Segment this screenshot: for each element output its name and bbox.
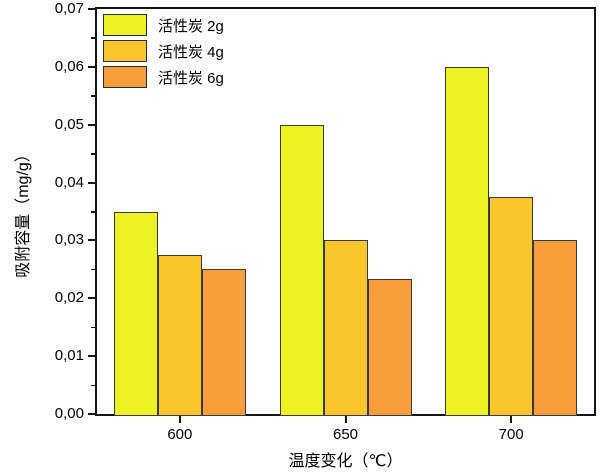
- x-major-tick: [344, 416, 347, 423]
- bar-series2-600: [157, 254, 202, 416]
- y-tick-label: 0,01: [54, 347, 84, 365]
- bar-series3-650: [367, 279, 412, 416]
- legend-label-series3: 活性炭 6g: [158, 69, 224, 87]
- y-tick-label: 0,06: [54, 57, 84, 75]
- y-minor-tick: [91, 153, 95, 155]
- legend-item-series3: 活性炭 6g: [103, 65, 224, 89]
- y-axis-title: 吸附容量（mg/g）: [15, 146, 32, 278]
- bar-series1-700: [445, 66, 490, 416]
- y-minor-tick: [91, 326, 95, 329]
- y-major-tick: [88, 8, 95, 10]
- y-tick-label: 0,03: [54, 231, 84, 249]
- y-minor-tick: [91, 37, 95, 39]
- legend-item-series1: 活性炭 2g: [103, 13, 224, 37]
- bar-series2-650: [323, 240, 368, 416]
- legend-item-series2: 活性炭 4g: [103, 39, 224, 63]
- bar-series3-600: [201, 269, 246, 416]
- bar-series2-700: [489, 197, 534, 416]
- y-major-tick: [88, 65, 95, 68]
- y-major-tick: [88, 239, 95, 242]
- x-axis-title: 温度变化（℃）: [288, 453, 403, 470]
- legend-swatch-series2: [103, 40, 147, 62]
- y-tick-label: 0,05: [54, 115, 84, 133]
- y-minor-tick: [91, 268, 95, 271]
- y-major-tick: [88, 123, 95, 126]
- y-major-tick: [88, 181, 95, 184]
- x-major-tick: [178, 416, 181, 423]
- legend-swatch-series1: [103, 14, 147, 36]
- bar-series1-650: [279, 124, 324, 416]
- y-minor-tick: [91, 211, 95, 213]
- x-tick-label: 650: [332, 426, 359, 443]
- y-tick-label: 0,04: [54, 173, 84, 191]
- legend-label-series1: 活性炭 2g: [158, 17, 224, 35]
- legend: 活性炭 2g 活性炭 4g 活性炭 6g: [103, 13, 224, 91]
- y-tick-label: 0,02: [54, 289, 84, 307]
- x-tick-label: 600: [167, 426, 193, 443]
- y-minor-tick: [91, 384, 95, 387]
- legend-label-series2: 活性炭 4g: [158, 43, 224, 61]
- y-tick-label: 0,07: [54, 0, 84, 17]
- legend-swatch-series3: [103, 66, 147, 88]
- y-minor-tick: [91, 95, 95, 97]
- y-major-tick: [88, 297, 95, 300]
- bar-series3-700: [533, 240, 578, 416]
- bar-series1-600: [113, 211, 158, 416]
- x-tick-label: 700: [498, 426, 524, 443]
- y-tick-label: 0,00: [54, 405, 84, 422]
- y-major-tick: [88, 413, 95, 415]
- y-major-tick: [88, 355, 95, 358]
- x-major-tick: [510, 416, 513, 423]
